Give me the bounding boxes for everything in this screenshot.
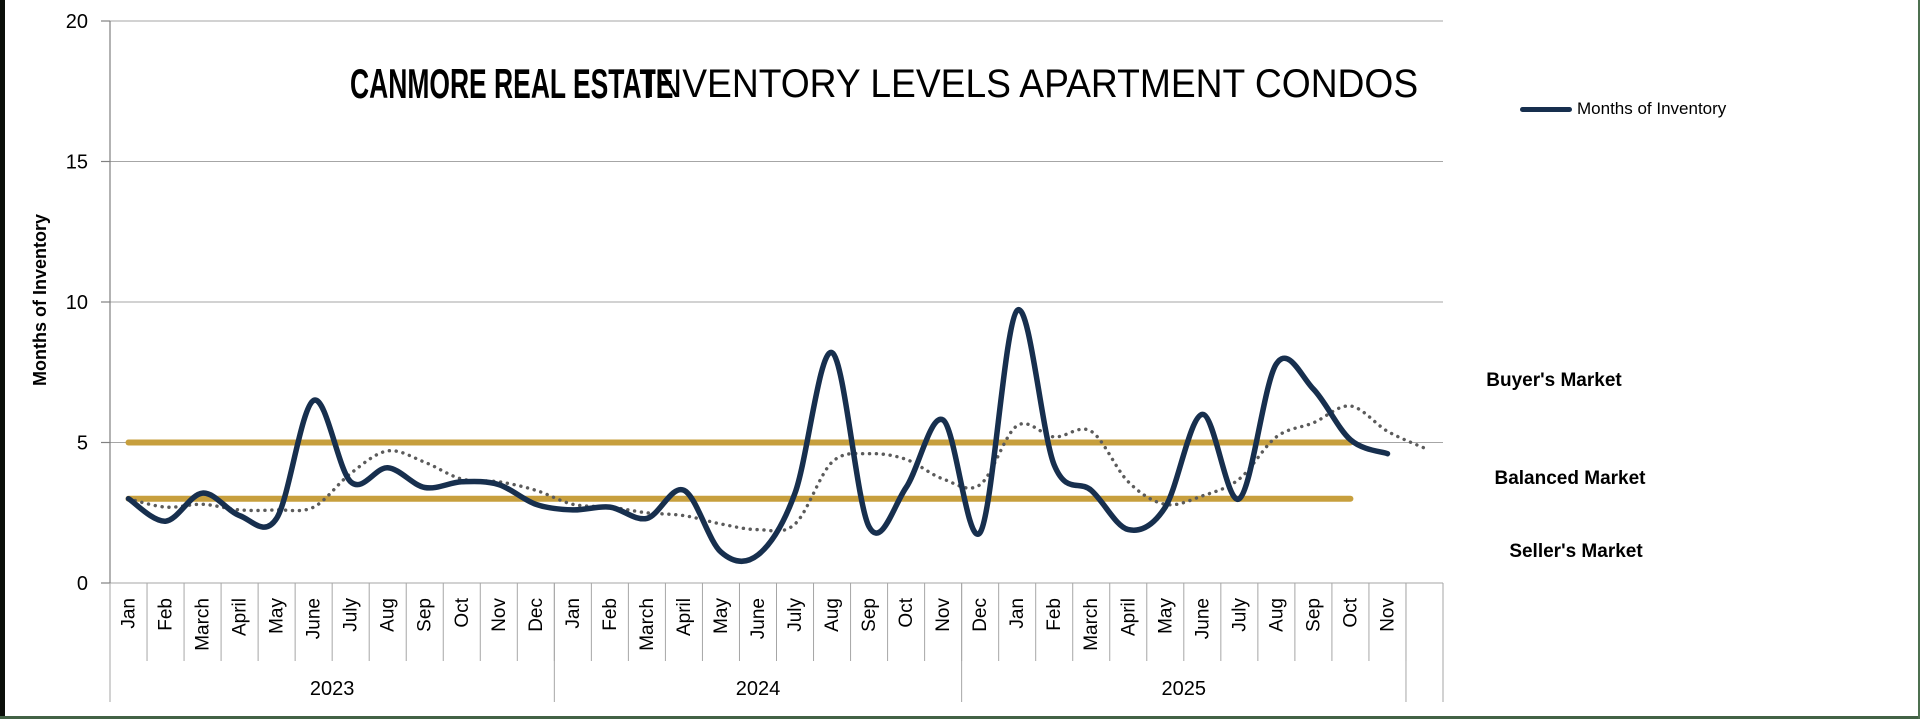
chart-title-brand: CANMORE REAL ESTATE: [350, 60, 674, 107]
x-month-label: April: [1118, 598, 1139, 636]
sellers-market-label: Seller's Market: [1509, 541, 1643, 562]
x-month-label: May: [711, 598, 732, 634]
x-month-label: Aug: [378, 598, 399, 632]
x-month-label: Jan: [563, 598, 584, 629]
x-month-label: July: [1229, 598, 1250, 632]
x-month-label: Oct: [1340, 597, 1361, 627]
x-month-label: Dec: [526, 598, 547, 632]
x-month-label: Sep: [415, 598, 436, 632]
x-year-label: 2023: [310, 678, 355, 700]
x-month-label: March: [637, 598, 658, 651]
x-month-label: April: [674, 598, 695, 636]
x-month-label: Nov: [1377, 598, 1398, 632]
x-month-label: Oct: [896, 597, 917, 627]
x-year-label: 2025: [1162, 678, 1207, 700]
legend: Months of Inventory: [1520, 99, 1726, 119]
x-month-label: Nov: [933, 598, 954, 632]
x-month-label: Feb: [156, 598, 177, 631]
x-month-label: Jan: [119, 598, 140, 629]
buyers-market-label: Buyer's Market: [1486, 370, 1622, 391]
x-month-label: Oct: [452, 597, 473, 627]
frame-left-border: [0, 0, 5, 719]
x-month-label: March: [1081, 598, 1102, 651]
x-month-label: June: [1192, 598, 1213, 639]
frame-bottom-border: [0, 716, 1920, 719]
x-month-label: July: [341, 598, 362, 632]
y-tick-label: 10: [66, 292, 88, 314]
x-month-label: April: [230, 598, 251, 636]
x-month-label: Sep: [1303, 598, 1324, 632]
balanced-market-label: Balanced Market: [1494, 468, 1646, 489]
x-year-label: 2024: [736, 678, 781, 700]
x-month-label: May: [267, 598, 288, 634]
x-month-label: Aug: [822, 598, 843, 632]
dotted-trend-line: [126, 404, 1427, 533]
x-month-label: Feb: [1044, 598, 1065, 631]
x-month-label: March: [193, 598, 214, 651]
months-of-inventory-line: [125, 307, 1391, 564]
frame-right-border: [1918, 0, 1920, 719]
x-month-label: Nov: [489, 598, 510, 632]
y-tick-label: 15: [66, 152, 88, 174]
x-month-label: Aug: [1266, 598, 1287, 632]
x-month-label: June: [304, 598, 325, 639]
legend-label: Months of Inventory: [1577, 99, 1727, 118]
y-tick-label: 0: [77, 573, 88, 595]
x-month-label: June: [748, 598, 769, 639]
x-month-label: May: [1155, 598, 1176, 634]
x-month-label: Sep: [859, 598, 880, 632]
y-tick-label: 5: [77, 433, 88, 455]
x-month-label: Dec: [970, 598, 991, 632]
chart-title-rest: INVENTORY LEVELS APARTMENT CONDOS: [645, 62, 1419, 106]
x-month-label: Jan: [1007, 598, 1028, 629]
y-tick-label: 20: [66, 11, 88, 33]
x-month-label: July: [785, 598, 806, 632]
x-month-label: Feb: [600, 598, 621, 631]
legend-line-swatch: [1520, 106, 1572, 112]
